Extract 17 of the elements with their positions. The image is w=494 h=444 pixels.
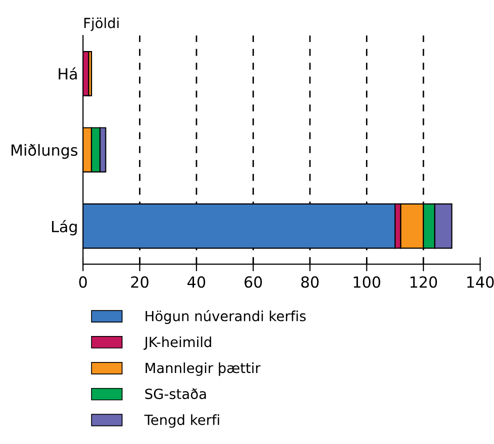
legend-label: Mannlegir þættir	[146, 362, 261, 376]
x-tick-label: 120	[410, 276, 437, 288]
x-tick-label: 20	[131, 276, 148, 288]
legend-label: JK-heimild	[144, 336, 212, 350]
y-tick-label: Miðlungs	[12, 144, 78, 159]
x-tick-label: 0	[79, 276, 87, 288]
y-tick-label: Há	[58, 67, 77, 80]
legend-label: Tengd kerfi	[144, 414, 220, 428]
y-axis-title: Fjöldi	[84, 18, 119, 31]
x-tick-label: 80	[301, 276, 319, 288]
legend-label: Högun núverandi kerfis	[146, 310, 306, 324]
x-tick-label: 100	[354, 276, 380, 288]
x-tick-label: 140	[467, 276, 494, 288]
legend-label: SG-staða	[145, 388, 206, 400]
x-tick-label: 40	[188, 276, 206, 288]
y-tick-label: Lág	[52, 220, 77, 236]
x-tick-label: 60	[244, 276, 262, 288]
